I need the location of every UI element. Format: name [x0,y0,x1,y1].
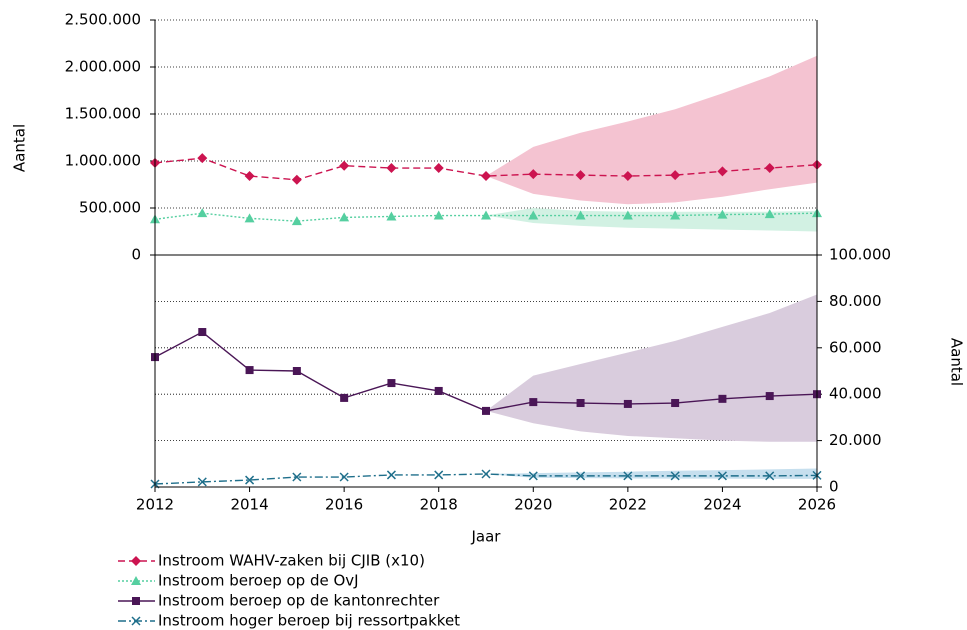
series-line [154,157,818,181]
y2-tick-label: 80.000 [829,292,882,310]
y2-tick-label: 100.000 [829,246,891,264]
marker [765,392,774,401]
marker [718,394,727,403]
marker [197,153,208,164]
marker [622,210,633,220]
forecast-band [486,294,817,442]
marker [528,471,538,481]
legend-label: Instroom WAHV-zaken bij CJIB (x10) [158,552,425,570]
x-tick-label: 2014 [230,496,268,514]
marker [764,163,775,174]
marker [386,163,397,174]
marker [575,210,586,220]
marker [717,471,727,481]
x-tick-label: 2022 [609,496,647,514]
marker [131,616,141,626]
legend-label: Instroom hoger beroep bij ressortpakket [158,612,460,630]
y2-tick-label: 20.000 [829,431,882,449]
marker [434,470,444,480]
marker [244,171,255,182]
y-tick-label: 2.500.000 [65,11,141,29]
x-tick-label: 2024 [703,496,741,514]
marker [670,471,680,481]
marker [529,398,538,407]
marker [245,366,254,375]
marker [339,160,350,171]
y-tick-label: 0 [131,246,141,264]
marker [131,576,141,585]
marker [575,170,586,181]
marker [339,212,350,222]
x-tick-label: 2026 [798,496,836,514]
marker [340,393,349,402]
marker [482,406,490,415]
marker [623,471,633,481]
marker [670,170,681,181]
marker [764,209,775,219]
marker [386,211,397,221]
marker [622,171,633,182]
marker [528,169,539,180]
y2-tick-label: 40.000 [829,385,882,403]
marker [765,471,775,481]
marker [576,471,586,481]
marker [433,163,444,174]
series-line [154,473,818,485]
marker [433,210,444,220]
marker [528,210,539,220]
legend-label: Instroom beroep op de kantonrechter [158,592,440,610]
marker [245,475,255,485]
forecast-band [486,55,817,205]
y-axis-label: Aantal [11,124,29,172]
marker [291,216,302,226]
y-tick-label: 1.000.000 [65,152,141,170]
marker [481,210,491,220]
marker [481,469,491,479]
x-axis-label: Jaar [471,528,502,546]
marker [198,328,207,337]
marker [386,470,396,480]
marker [717,209,728,219]
marker [292,367,301,375]
marker [339,472,349,482]
y2-axis-label: Aantal [948,338,966,386]
forecast-band [486,208,817,232]
y2-tick-label: 0 [829,478,839,496]
series-line [154,212,818,222]
x-tick-label: 2020 [514,496,552,514]
marker [576,399,585,408]
marker [131,556,141,566]
marker [717,166,728,177]
legend-label: Instroom beroep op de OvJ [158,572,359,590]
marker [434,386,443,395]
marker [197,208,208,218]
marker [387,379,396,388]
x-tick-label: 2016 [325,496,363,514]
marker [623,399,632,408]
y-tick-label: 500.000 [79,199,141,217]
marker [481,171,491,182]
marker [671,399,680,408]
marker [292,472,302,482]
marker [291,174,302,185]
x-tick-label: 2018 [420,496,458,514]
y2-tick-label: 60.000 [829,338,882,356]
y-tick-label: 1.500.000 [65,105,141,123]
y-tick-label: 2.000.000 [65,58,141,76]
marker [244,213,255,223]
marker [132,597,140,605]
marker [197,477,207,487]
marker [670,210,681,220]
x-tick-label: 2012 [136,496,174,514]
